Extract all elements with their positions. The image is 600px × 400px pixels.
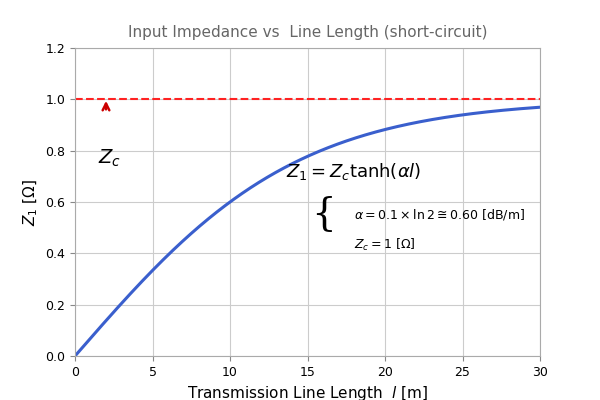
Text: $Z_c = 1\ [\Omega]$: $Z_c = 1\ [\Omega]$ bbox=[354, 237, 416, 253]
Text: $\alpha = 0.1 \times \ln 2 \cong 0.60\ \mathrm{[dB/m]}$: $\alpha = 0.1 \times \ln 2 \cong 0.60\ \… bbox=[354, 207, 525, 222]
Title: Input Impedance vs  Line Length (short-circuit): Input Impedance vs Line Length (short-ci… bbox=[128, 25, 487, 40]
X-axis label: Transmission Line Length  $l$ [m]: Transmission Line Length $l$ [m] bbox=[187, 384, 428, 400]
Y-axis label: $Z_1$ [Ω]: $Z_1$ [Ω] bbox=[22, 178, 40, 226]
Text: {: { bbox=[311, 196, 335, 233]
Text: $Z_c$: $Z_c$ bbox=[98, 148, 121, 169]
Text: $Z_1 = Z_c \tanh(\alpha l)$: $Z_1 = Z_c \tanh(\alpha l)$ bbox=[286, 161, 422, 182]
